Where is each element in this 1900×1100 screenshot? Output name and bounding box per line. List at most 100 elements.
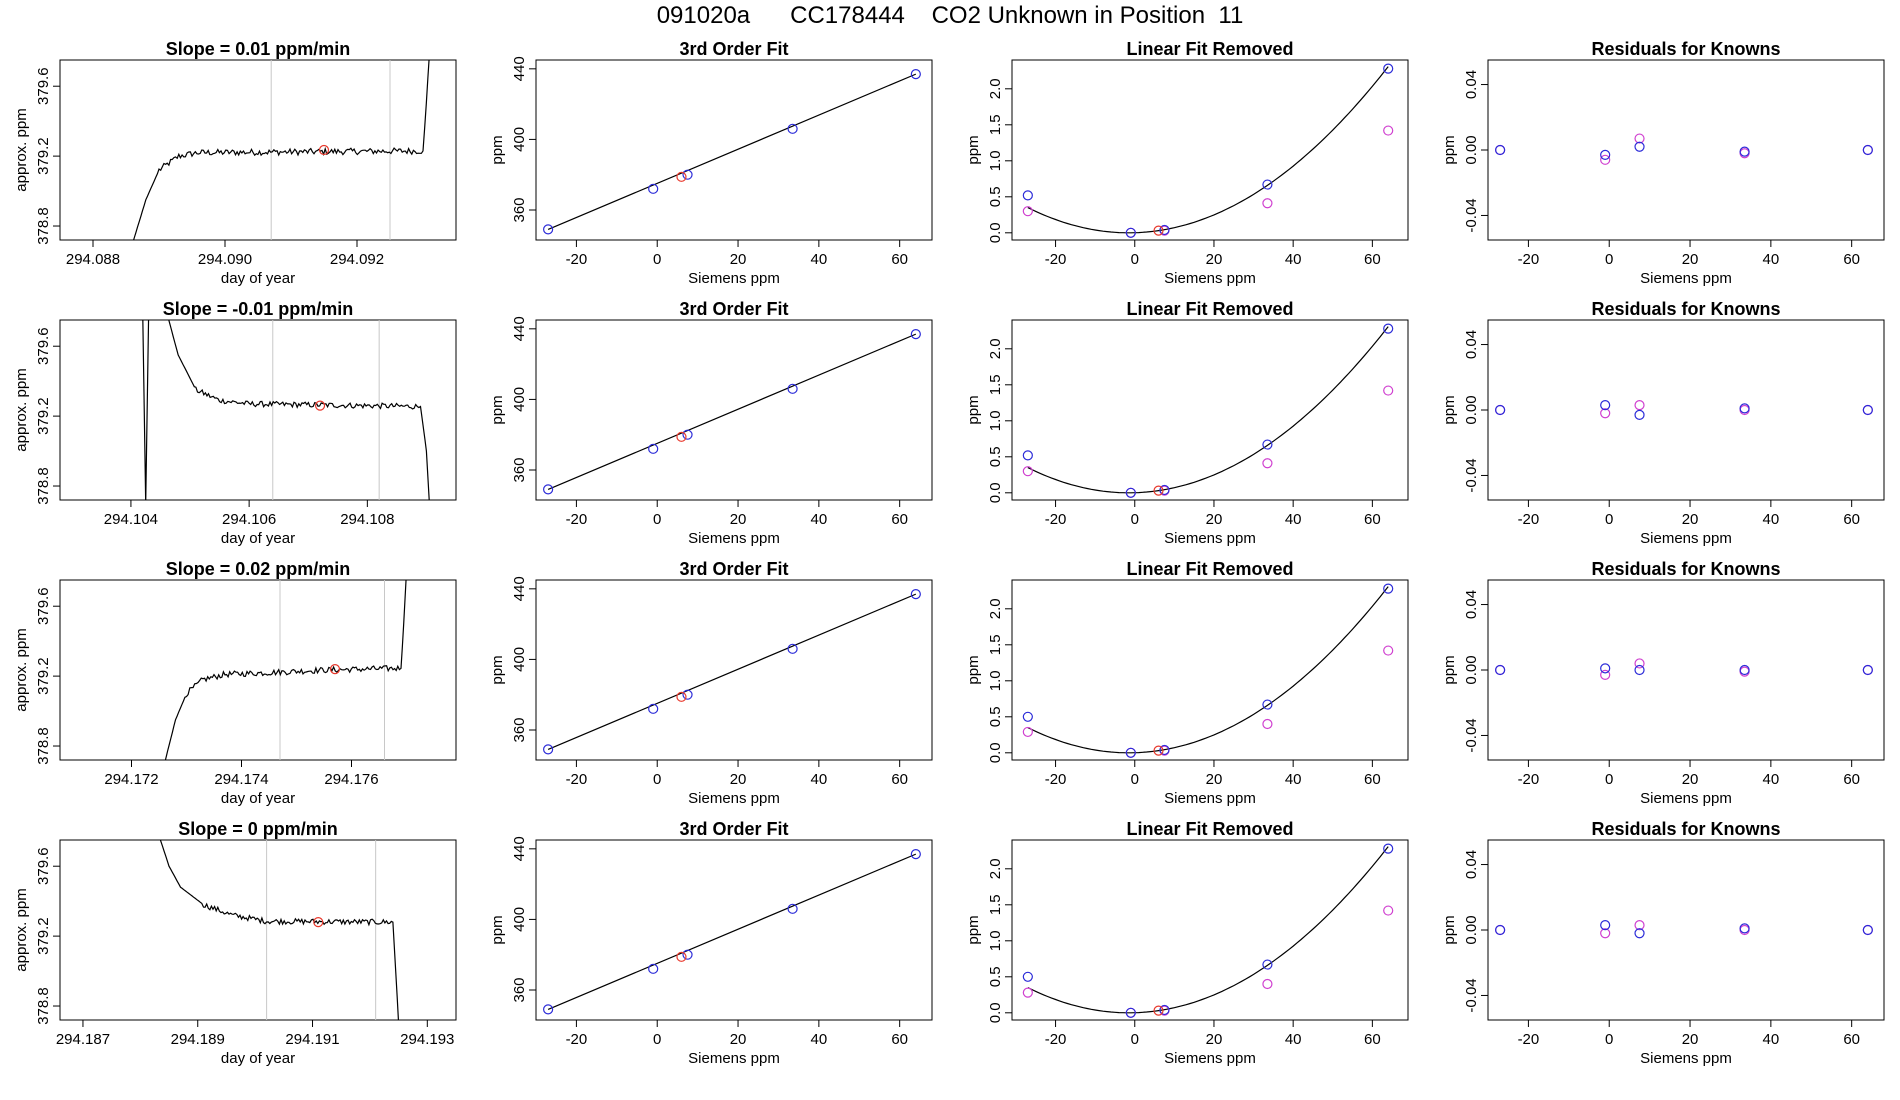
- y-axis-label: approx. ppm: [13, 108, 30, 191]
- plot-data: [132, 60, 430, 240]
- fit-line: [547, 593, 917, 750]
- x-tick-label: 60: [1364, 251, 1381, 268]
- plot-data: [1022, 583, 1394, 758]
- magenta-point: [1600, 408, 1611, 419]
- standard-point: [1159, 224, 1170, 236]
- x-tick-label: 294.174: [214, 771, 268, 788]
- magenta-point: [1600, 154, 1611, 165]
- x-tick-label: 60: [1364, 1031, 1381, 1048]
- x-tick-label: 0: [653, 511, 661, 528]
- x-tick-label: -20: [1518, 1031, 1540, 1048]
- plot-data: [1495, 919, 1873, 939]
- magenta-point: [1022, 726, 1033, 738]
- chart-title: Residuals for Knowns: [1591, 299, 1780, 319]
- x-tick-label: 294.108: [340, 511, 394, 528]
- y-tick-label: 0.00: [1463, 395, 1480, 424]
- chart-title: Slope = -0.01 ppm/min: [163, 299, 354, 319]
- x-tick-label: -20: [1518, 511, 1540, 528]
- chart-panel: Linear Fit Removed -20 0 20 40 60 0.0 0.5 1.0 1.5…: [965, 819, 1409, 1067]
- chart-title: Linear Fit Removed: [1126, 39, 1293, 59]
- unknown-point: [676, 691, 687, 702]
- standard-point: [1634, 664, 1645, 676]
- y-axis-label: ppm: [965, 395, 982, 424]
- x-tick-label: 60: [1364, 511, 1381, 528]
- chart-title: Linear Fit Removed: [1126, 819, 1293, 839]
- y-axis-label: ppm: [489, 395, 506, 424]
- y-tick-label: 1.0: [987, 150, 1004, 171]
- x-axis-label: Siemens ppm: [1164, 530, 1256, 547]
- standard-point: [648, 443, 659, 454]
- y-tick-label: 1.0: [987, 410, 1004, 431]
- unknown-point: [1153, 485, 1164, 496]
- chart-title: Linear Fit Removed: [1126, 299, 1293, 319]
- standard-point: [1262, 959, 1273, 970]
- x-axis-label: Siemens ppm: [1164, 790, 1256, 807]
- chart-title: Slope = 0.01 ppm/min: [166, 39, 351, 59]
- x-tick-label: 40: [1763, 251, 1780, 268]
- x-tick-label: 294.189: [171, 1031, 225, 1048]
- chart-title: Residuals for Knowns: [1591, 819, 1780, 839]
- y-tick-label: 400: [511, 127, 528, 152]
- chart-title: 3rd Order Fit: [679, 299, 788, 319]
- x-axis-label: Siemens ppm: [1640, 270, 1732, 287]
- y-tick-label: 379.6: [35, 587, 52, 625]
- fit-curve: [1027, 846, 1389, 1014]
- x-axis-label: Siemens ppm: [688, 1050, 780, 1067]
- x-tick-label: 60: [1843, 771, 1860, 788]
- x-tick-label: 0: [1131, 251, 1139, 268]
- standard-point: [1125, 487, 1136, 498]
- x-tick-label: -20: [1045, 1031, 1067, 1048]
- standard-point: [1600, 919, 1611, 931]
- standard-point: [543, 224, 554, 235]
- y-tick-label: 0.00: [1463, 915, 1480, 944]
- standard-point: [1739, 664, 1750, 676]
- y-tick-label: 1.5: [987, 634, 1004, 655]
- standard-point: [1022, 971, 1033, 982]
- y-tick-label: -0.04: [1463, 978, 1480, 1012]
- x-tick-label: 20: [730, 1031, 747, 1048]
- chart-title: Residuals for Knowns: [1591, 559, 1780, 579]
- x-axis-label: day of year: [221, 530, 295, 547]
- y-tick-label: 360: [511, 717, 528, 742]
- y-tick-label: 0.00: [1463, 655, 1480, 684]
- series-trace: [159, 840, 400, 1020]
- unknown-point: [314, 400, 326, 411]
- standard-point: [910, 849, 921, 860]
- x-tick-label: -20: [1518, 251, 1540, 268]
- standard-point: [1862, 664, 1873, 676]
- y-tick-label: -0.04: [1463, 198, 1480, 232]
- plot-data: [543, 849, 921, 1015]
- y-tick-label: 379.6: [35, 67, 52, 105]
- x-tick-label: 40: [811, 1031, 828, 1048]
- standard-point: [682, 429, 693, 440]
- y-tick-label: 1.5: [987, 114, 1004, 135]
- plot-data: [543, 329, 921, 495]
- magenta-point: [1634, 133, 1645, 144]
- chart-title: Slope = 0.02 ppm/min: [166, 559, 351, 579]
- standard-point: [1383, 63, 1394, 74]
- chart-panel: Slope = 0.01 ppm/min 294.088 294.090 294.09…: [13, 39, 457, 287]
- standard-point: [787, 123, 798, 134]
- y-tick-label: 0.04: [1463, 590, 1480, 619]
- x-tick-label: 20: [1206, 251, 1223, 268]
- x-tick-label: 294.090: [198, 251, 252, 268]
- standard-point: [1739, 146, 1750, 157]
- chart-title: 3rd Order Fit: [679, 559, 788, 579]
- x-tick-label: 0: [1131, 771, 1139, 788]
- fit-curve: [1027, 66, 1389, 234]
- x-axis-label: day of year: [221, 790, 295, 807]
- x-axis-label: Siemens ppm: [688, 790, 780, 807]
- y-axis-label: approx. ppm: [13, 628, 30, 711]
- plot-frame: [1011, 839, 1409, 1021]
- y-tick-label: 1.5: [987, 894, 1004, 915]
- standard-point: [1739, 403, 1750, 414]
- plot-frame: [535, 579, 933, 761]
- standard-point: [682, 169, 693, 180]
- x-tick-label: -20: [566, 771, 588, 788]
- y-axis-label: ppm: [489, 135, 506, 164]
- y-tick-label: 440: [511, 56, 528, 81]
- y-tick-label: 0.0: [987, 222, 1004, 243]
- y-tick-label: 0.0: [987, 1002, 1004, 1023]
- standard-point: [787, 383, 798, 394]
- series-trace: [164, 580, 407, 760]
